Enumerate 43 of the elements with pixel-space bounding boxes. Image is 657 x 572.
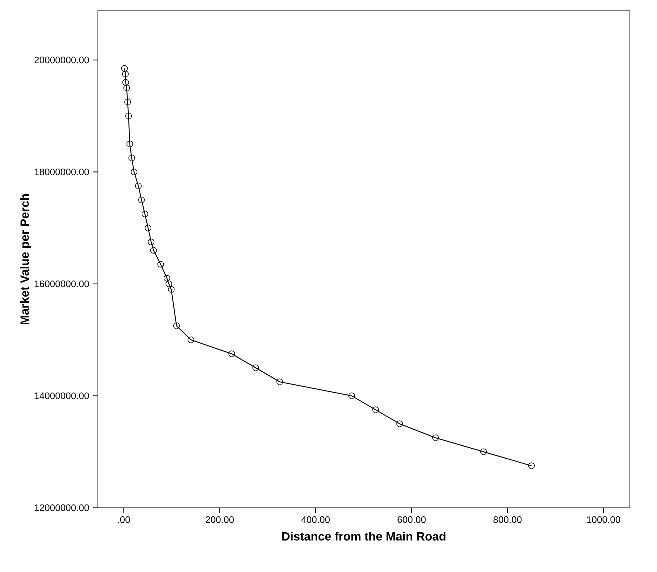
x-axis-title: Distance from the Main Road — [282, 532, 446, 541]
point — [128, 154, 136, 162]
point — [168, 286, 175, 293]
point — [122, 79, 130, 86]
point — [158, 261, 164, 268]
point — [166, 280, 172, 288]
x-tick-label: 400.00 — [302, 516, 330, 524]
point — [432, 434, 440, 442]
point — [124, 98, 132, 106]
x-tick-label: 600.00 — [398, 516, 426, 524]
point — [348, 392, 356, 400]
point — [131, 168, 138, 176]
point — [164, 275, 170, 282]
point — [228, 350, 236, 358]
point — [396, 420, 404, 428]
point — [480, 448, 488, 456]
point — [252, 364, 260, 372]
point — [188, 336, 194, 344]
point — [142, 210, 148, 218]
point — [135, 182, 142, 190]
point — [121, 65, 128, 72]
point — [145, 224, 152, 232]
x-tick-label: 1000.00 — [587, 516, 620, 524]
point — [150, 247, 158, 254]
x-tick-label: 800.00 — [494, 516, 522, 524]
y-axis-title: Market Value per Perch — [20, 194, 32, 324]
point — [126, 112, 132, 120]
y-tick-label: 14000000.00 — [35, 392, 90, 400]
y-tick-label: 18000000.00 — [35, 168, 90, 176]
y-tick-label: 20000000.00 — [34, 56, 90, 64]
point — [122, 70, 129, 78]
y-tick-label: 16000000.00 — [35, 280, 90, 288]
point — [138, 196, 146, 204]
point — [528, 462, 536, 470]
point — [372, 406, 380, 414]
y-tick-label: 12000000.00 — [35, 504, 90, 512]
point — [124, 84, 130, 92]
point — [173, 322, 180, 330]
point — [148, 238, 155, 246]
point — [276, 378, 284, 386]
point — [126, 140, 134, 148]
x-tick-label: .00 — [118, 516, 130, 524]
x-tick-label: 200.00 — [206, 516, 234, 524]
